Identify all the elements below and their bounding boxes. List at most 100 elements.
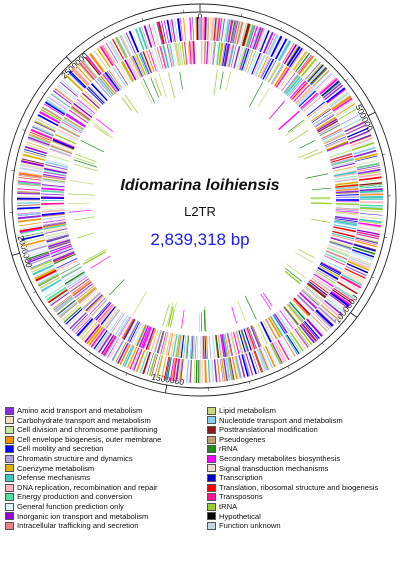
gene-feature (297, 326, 313, 346)
gene-feature (18, 218, 42, 222)
gene-feature (215, 41, 219, 65)
gene-feature (359, 195, 383, 199)
gene-feature (299, 324, 316, 344)
gene-feature (114, 314, 129, 336)
gene-feature (27, 252, 50, 262)
gene-feature (46, 157, 69, 165)
gene-feature (80, 290, 99, 306)
gene-feature (322, 131, 345, 143)
gene-feature (123, 345, 134, 367)
rna-feature (213, 69, 218, 96)
gene-feature (255, 323, 266, 346)
gene-feature (191, 335, 194, 359)
legend-label: Energy production and conversion (17, 492, 133, 502)
gene-feature (50, 143, 73, 153)
gene-feature (135, 349, 146, 372)
gene-feature (140, 351, 149, 374)
gene-feature (151, 23, 159, 46)
scale-tick (125, 373, 128, 377)
gene-feature (195, 335, 197, 359)
gene-feature (43, 224, 67, 230)
gene-feature (351, 249, 375, 258)
legend-label: Coenzyme metabolism (17, 463, 95, 473)
gene-feature (193, 335, 196, 359)
rna-feature (90, 255, 111, 269)
gene-feature (331, 158, 354, 166)
gene-feature (116, 36, 128, 58)
gene-feature (290, 48, 305, 69)
gene-feature (262, 346, 273, 369)
gene-feature (233, 21, 240, 44)
gene-feature (240, 22, 249, 46)
gene-feature (55, 134, 77, 144)
gene-feature (39, 276, 61, 290)
gene-feature (216, 17, 221, 41)
gene-feature (203, 41, 207, 65)
gene-feature (208, 359, 211, 383)
rna-feature (74, 153, 97, 163)
gene-feature (318, 76, 337, 94)
gene-feature (279, 41, 292, 62)
rna-feature (167, 306, 174, 327)
gene-feature (56, 130, 78, 142)
gene-feature (236, 21, 243, 45)
scale-tick (88, 352, 91, 356)
gene-feature (43, 103, 65, 117)
rna-feature (295, 252, 314, 264)
gene-feature (355, 239, 378, 246)
gene-feature (211, 359, 215, 383)
gene-feature (358, 179, 382, 183)
rna-feature (269, 100, 286, 119)
gene-feature (249, 51, 259, 74)
gene-feature (93, 330, 108, 350)
legend-item: Secondary metabolites biosynthesis (207, 454, 378, 464)
gene-feature (283, 74, 299, 94)
gene-feature (34, 268, 56, 280)
gene-feature (75, 317, 92, 335)
rna-feature (305, 173, 329, 179)
gene-feature (22, 239, 46, 247)
legend-item: Translation, ribosomal structure and bio… (207, 483, 378, 493)
gene-feature (234, 46, 241, 69)
gene-feature (174, 18, 179, 42)
gene-feature (359, 207, 383, 211)
gene-feature (115, 36, 128, 59)
gene-feature (323, 255, 346, 266)
gene-feature (341, 114, 363, 126)
gene-feature (45, 161, 69, 169)
gene-feature (118, 63, 131, 84)
gene-feature (325, 138, 348, 149)
gene-feature (254, 27, 264, 50)
rna-feature (70, 180, 94, 185)
gene-feature (315, 73, 333, 90)
gene-feature (279, 309, 294, 330)
gene-feature (258, 348, 269, 371)
gene-feature (318, 265, 340, 278)
gene-feature (217, 334, 222, 358)
gene-feature (342, 117, 364, 129)
gene-feature (265, 318, 278, 340)
gene-feature (140, 52, 150, 74)
gene-feature (61, 266, 82, 279)
gene-feature (19, 226, 43, 232)
gene-feature (359, 189, 383, 194)
gene-feature (359, 188, 383, 192)
gene-feature (315, 270, 336, 284)
legend-swatch (207, 483, 216, 492)
gene-feature (325, 138, 347, 148)
legend-swatch (207, 512, 216, 521)
gene-feature (222, 43, 227, 66)
gene-feature (189, 335, 193, 359)
gene-feature (161, 332, 169, 355)
gene-feature (334, 219, 358, 225)
legend-label: Hypothetical (219, 511, 261, 521)
gene-feature (108, 69, 123, 89)
gene-feature (318, 122, 340, 135)
gene-feature (58, 125, 80, 138)
legend-swatch (207, 454, 216, 463)
gene-feature (286, 46, 301, 67)
gene-feature (341, 274, 363, 286)
gene-feature (334, 177, 358, 182)
gene-feature (23, 150, 46, 159)
gene-feature (118, 316, 131, 337)
